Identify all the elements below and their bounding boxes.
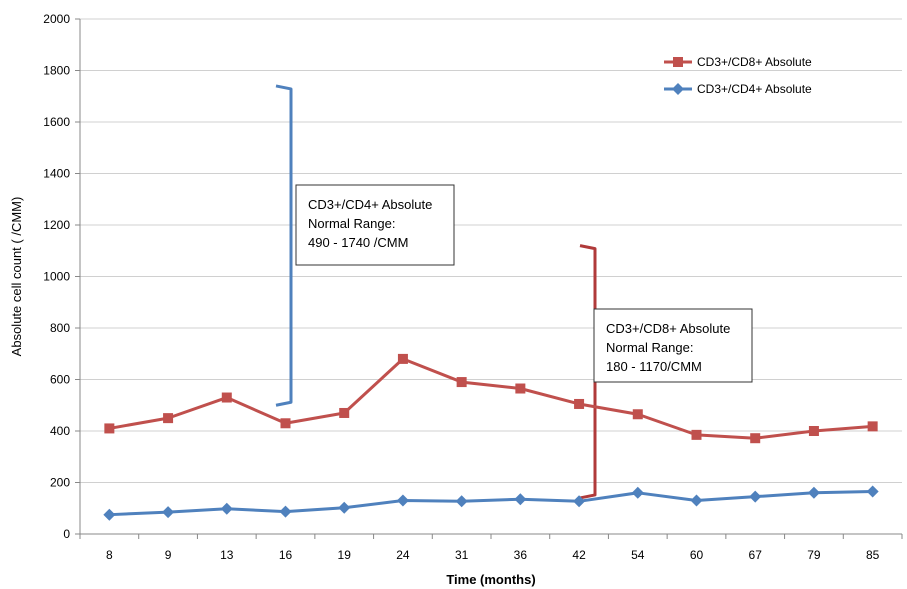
y-tick-label: 1600	[43, 115, 70, 129]
legend-label: CD3+/CD8+ Absolute	[697, 55, 812, 69]
y-axis-label: Absolute cell count ( /CMM)	[9, 197, 24, 357]
data-point	[573, 495, 586, 508]
data-point	[280, 418, 291, 429]
series-line	[109, 490, 873, 517]
y-tick-label: 1800	[43, 64, 70, 78]
x-tick-label: 19	[338, 548, 352, 562]
x-tick-label: 42	[572, 548, 586, 562]
data-point	[631, 486, 644, 499]
data-point	[672, 83, 684, 95]
data-point	[808, 426, 819, 436]
annotation-text: Normal Range:	[606, 340, 693, 355]
data-point	[103, 508, 116, 521]
data-point	[866, 485, 879, 498]
range-bracket	[275, 84, 293, 407]
y-tick-label: 0	[63, 527, 70, 541]
data-point	[632, 409, 643, 420]
y-tick-labels: 0 200 400 600 800 1000 1200 1400 1600 1800 2000	[43, 12, 70, 541]
x-tick-label: 85	[866, 548, 880, 562]
x-tick-label: 36	[514, 548, 528, 562]
range-bracket	[579, 244, 597, 500]
y-tick-label: 2000	[43, 12, 70, 26]
annotations: CD3+/CD4+ Absolute Normal Range: 490 - 174…	[275, 84, 753, 500]
data-point	[397, 353, 408, 364]
annotation-text: Normal Range:	[308, 216, 395, 231]
data-point	[691, 429, 702, 440]
data-point	[455, 495, 468, 508]
x-tick-label: 67	[749, 548, 763, 562]
data-point	[279, 505, 292, 518]
data-point	[339, 407, 350, 418]
y-tick-label: 1200	[43, 218, 70, 232]
y-tick-label: 200	[50, 476, 70, 490]
x-tick-labels: 8 9 13 16 19 24 31 36 42 54 60 67 79 85	[106, 548, 880, 562]
y-tick-label: 600	[50, 373, 70, 387]
x-tick-label: 54	[631, 548, 645, 562]
grid	[75, 18, 903, 539]
data-point	[104, 423, 115, 434]
data-point	[690, 494, 703, 507]
data-point	[221, 392, 232, 403]
data-point	[673, 57, 683, 67]
annotation-box	[295, 184, 455, 266]
data-point	[750, 433, 761, 444]
data-point	[338, 501, 351, 514]
x-tick-label: 24	[396, 548, 410, 562]
data-point	[162, 506, 175, 519]
y-tick-label: 800	[50, 321, 70, 335]
data-point	[574, 398, 585, 409]
series-cd4	[103, 485, 879, 521]
y-tick-label: 400	[50, 424, 70, 438]
data-point	[456, 377, 467, 388]
x-tick-label: 31	[455, 548, 469, 562]
normal-range-annotation: CD3+/CD8+ Absolute Normal Range: 180 - 117…	[579, 244, 753, 500]
annotation-text: CD3+/CD8+ Absolute	[606, 321, 730, 336]
series-cd8	[104, 353, 878, 444]
x-tick-label: 9	[165, 548, 172, 562]
legend-label: CD3+/CD4+ Absolute	[697, 82, 812, 96]
annotation-text: 180 - 1170/CMM	[606, 359, 702, 374]
x-tick-label: 60	[690, 548, 704, 562]
x-tick-label: 16	[279, 548, 293, 562]
data-point	[514, 493, 527, 506]
x-tick-label: 8	[106, 548, 113, 562]
legend: CD3+/CD8+ Absolute CD3+/CD4+ Absolute	[664, 55, 812, 96]
data-point	[163, 413, 174, 424]
series	[103, 353, 879, 521]
data-point	[220, 502, 233, 515]
annotation-text: 490 - 1740 /CMM	[308, 235, 408, 250]
data-point	[807, 486, 820, 499]
y-tick-label: 1000	[43, 270, 70, 284]
y-tick-label: 1400	[43, 167, 70, 181]
annotation-box	[593, 308, 753, 383]
axes	[79, 19, 902, 535]
data-point	[396, 494, 409, 507]
annotation-text: CD3+/CD4+ Absolute	[308, 197, 432, 212]
x-axis-label: Time (months)	[446, 572, 535, 587]
data-point	[867, 421, 878, 432]
data-point	[749, 490, 762, 503]
data-point	[515, 383, 526, 394]
x-tick-label: 13	[220, 548, 234, 562]
x-tick-label: 79	[807, 548, 821, 562]
normal-range-annotation: CD3+/CD4+ Absolute Normal Range: 490 - 174…	[275, 84, 455, 407]
series-line	[109, 357, 873, 440]
